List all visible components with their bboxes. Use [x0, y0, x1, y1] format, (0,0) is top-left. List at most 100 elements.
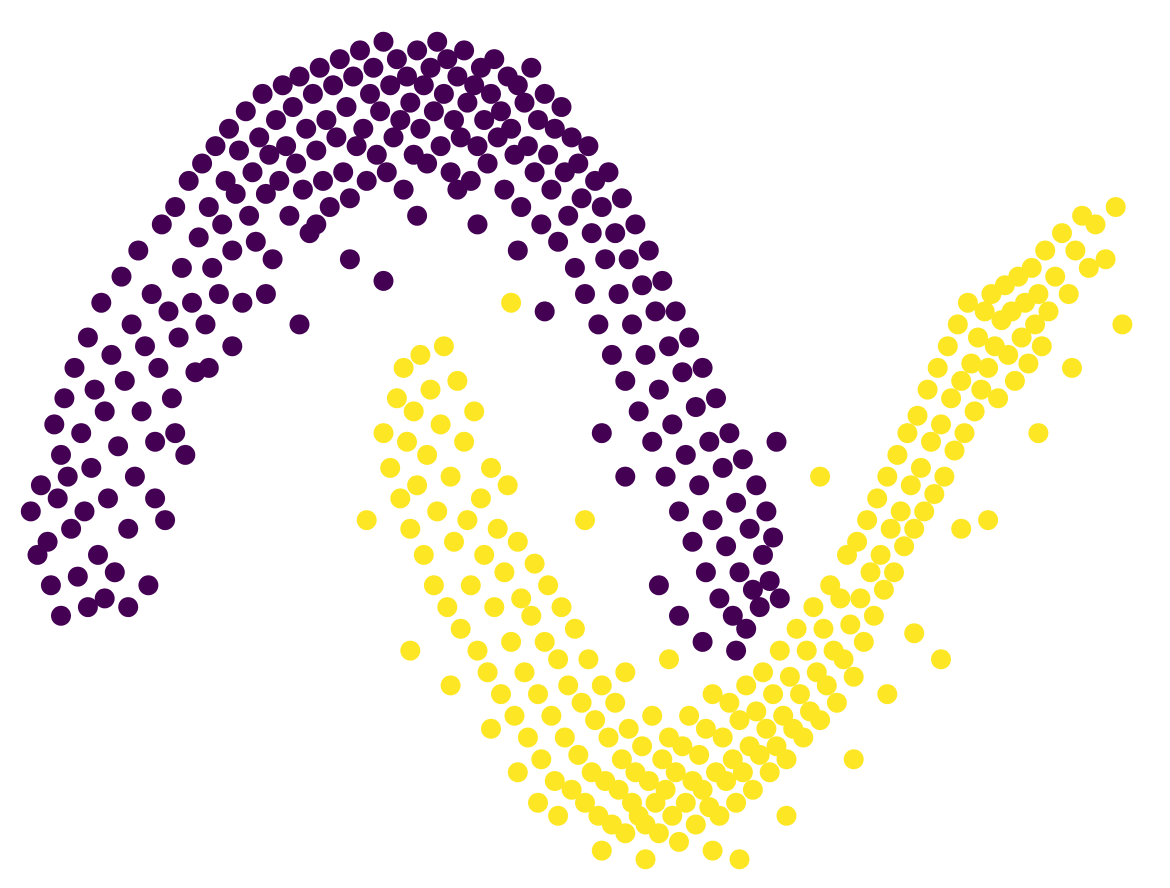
- scatter-point: [608, 779, 629, 800]
- scatter-point: [380, 75, 401, 96]
- scatter-point: [793, 727, 814, 748]
- scatter-point: [732, 762, 753, 783]
- scatter-point: [665, 301, 686, 322]
- scatter-point: [544, 118, 565, 139]
- scatter-point: [151, 214, 172, 235]
- scatter-point: [403, 401, 424, 422]
- scatter-point: [853, 631, 874, 652]
- scatter-point: [64, 357, 85, 378]
- scatter-point: [118, 518, 139, 539]
- series-1: [356, 197, 1133, 870]
- scatter-point: [860, 562, 881, 583]
- scatter-point: [729, 562, 750, 583]
- scatter-point: [343, 66, 364, 87]
- scatter-point: [413, 75, 434, 96]
- scatter-point: [88, 544, 108, 565]
- scatter-point: [749, 597, 770, 618]
- scatter-point: [810, 466, 831, 487]
- scatter-point: [524, 162, 545, 183]
- scatter-point: [524, 553, 545, 574]
- scatter-point: [121, 314, 142, 335]
- scatter-point: [94, 401, 115, 422]
- scatter-point: [464, 401, 485, 422]
- scatter-point: [433, 336, 454, 357]
- scatter-point: [568, 744, 589, 765]
- scatter-point: [618, 718, 639, 739]
- scatter-point: [622, 314, 642, 335]
- scatter-point: [652, 749, 673, 770]
- scatter-point: [877, 684, 898, 705]
- scatter-point: [517, 136, 538, 157]
- scatter-point: [591, 840, 612, 861]
- scatter-point: [904, 518, 925, 539]
- scatter-point: [373, 270, 394, 291]
- scatter-point: [501, 118, 522, 139]
- scatter-point: [756, 718, 777, 739]
- scatter-point: [420, 57, 441, 78]
- scatter-point: [796, 640, 817, 661]
- scatter-point: [934, 466, 955, 487]
- scatter-point: [222, 336, 243, 357]
- scatter-point: [931, 414, 951, 435]
- scatter-point: [1065, 240, 1086, 261]
- scatter-point: [551, 97, 572, 117]
- scatter-point: [339, 249, 360, 270]
- scatter-point: [457, 510, 478, 531]
- series-layer: [20, 31, 1133, 870]
- scatter-point: [749, 744, 770, 765]
- scatter-point: [900, 475, 921, 496]
- scatter-point: [104, 562, 125, 583]
- scatter-point: [575, 284, 595, 304]
- scatter-point: [662, 414, 683, 435]
- scatter-point: [289, 314, 310, 335]
- scatter-point: [699, 431, 720, 452]
- scatter-point: [470, 488, 491, 509]
- scatter-point: [615, 662, 636, 683]
- scatter-point: [94, 588, 115, 609]
- scatter-point: [71, 423, 92, 444]
- scatter-point: [736, 675, 757, 696]
- scatter-point: [1052, 223, 1072, 244]
- scatter-point: [692, 631, 713, 652]
- scatter-point: [551, 597, 572, 618]
- scatter-point: [1038, 301, 1059, 322]
- scatter-point: [464, 75, 485, 96]
- scatter-point: [276, 136, 297, 157]
- scatter-point: [423, 575, 444, 596]
- scatter-point: [437, 49, 458, 70]
- scatter-point: [632, 275, 653, 296]
- scatter-point: [917, 379, 938, 400]
- scatter-point: [867, 488, 888, 509]
- scatter-point: [709, 805, 730, 826]
- scatter-point: [336, 97, 357, 117]
- scatter-point: [40, 575, 61, 596]
- scatter-point: [669, 605, 689, 626]
- scatter-point: [373, 31, 394, 52]
- scatter-point: [877, 466, 898, 487]
- scatter-point: [531, 214, 552, 235]
- scatter-point: [517, 727, 538, 748]
- scatter-point: [447, 179, 468, 200]
- scatter-point: [410, 344, 431, 365]
- scatter-point: [460, 575, 481, 596]
- scatter-point: [578, 136, 599, 157]
- scatter-point: [585, 710, 606, 731]
- scatter-point: [685, 814, 706, 835]
- scatter-point: [581, 223, 602, 244]
- scatter-point: [444, 110, 464, 130]
- scatter-point: [568, 153, 589, 174]
- scatter-point: [494, 562, 515, 583]
- scatter-point: [769, 640, 790, 661]
- scatter-point: [346, 136, 367, 157]
- scatter-point: [511, 197, 532, 217]
- scatter-point: [507, 531, 528, 552]
- scatter-point: [1105, 197, 1126, 217]
- scatter-point: [1058, 284, 1079, 304]
- scatter-point: [77, 597, 98, 618]
- scatter-point: [316, 110, 337, 130]
- scatter-point: [739, 518, 760, 539]
- scatter-point: [481, 83, 501, 104]
- scatter-point: [417, 153, 438, 174]
- scatter-point: [205, 136, 226, 157]
- scatter-point: [135, 336, 155, 357]
